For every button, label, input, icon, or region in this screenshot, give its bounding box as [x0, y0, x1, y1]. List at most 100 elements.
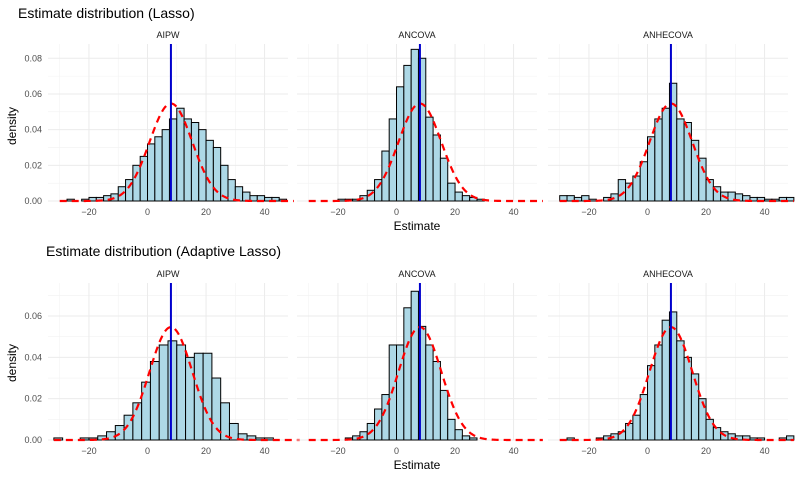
histogram-bar [410, 48, 419, 202]
x-tick-label: 0 [145, 446, 150, 456]
histogram-bar [469, 437, 478, 441]
x-tick-label: 0 [645, 446, 650, 456]
histogram-bar [432, 361, 441, 441]
histogram-bar [183, 118, 192, 202]
x-tick-label: 20 [450, 207, 460, 217]
histogram-bar [410, 290, 419, 441]
panel-adaptive-aipw: 0.00 0.02 0.04 0.06 −20 0 20 40 [24, 283, 300, 456]
panel-lasso-ancova: −20 0 20 40 [297, 44, 543, 217]
histogram-bar [228, 422, 239, 441]
histogram-bar [447, 418, 456, 441]
histogram-bar [639, 394, 649, 441]
x-tick-label: −20 [330, 446, 345, 456]
histogram-bar [439, 157, 449, 202]
histogram-bar [176, 344, 187, 441]
x-tick-label: 40 [509, 207, 519, 217]
x-axis-label-adaptive-lasso: Estimate [394, 458, 441, 472]
histogram-bar [149, 361, 160, 441]
chart-title-lasso: Estimate distribution (Lasso) [18, 5, 195, 21]
histogram-bar [454, 191, 463, 202]
x-tick-label: −20 [330, 207, 345, 217]
histogram-bar [461, 435, 471, 441]
panels-layer: 0.000.020.040.060.08−20 0 20 40 −20 0 20 40 −20 0… [24, 44, 795, 456]
histogram-bar [639, 161, 649, 202]
histogram-bar [712, 427, 722, 441]
histogram-bar [185, 356, 195, 441]
y-axis-label-lasso: density [5, 107, 19, 145]
histogram-bar [227, 179, 236, 202]
x-tick-label: 20 [201, 446, 211, 456]
histogram-bar [698, 398, 707, 441]
strip-label-adaptive-ancova: ANCOVA [398, 269, 435, 279]
x-tick-label: 20 [201, 207, 211, 217]
histogram-bar [205, 139, 214, 202]
histogram-bar [193, 352, 204, 441]
histogram-bar [647, 136, 656, 202]
histogram-bar [705, 418, 714, 441]
histogram-bar [198, 129, 207, 202]
histogram-bar [683, 356, 692, 441]
x-tick-label: 40 [260, 207, 270, 217]
x-axis-label-lasso: Estimate [394, 219, 441, 233]
normal-density-curve [308, 325, 543, 442]
histogram-bar [786, 196, 795, 202]
x-tick-label: −20 [81, 446, 96, 456]
histogram-bar [158, 344, 169, 441]
x-tick-label: 0 [394, 446, 399, 456]
normal-density-curve [53, 326, 300, 442]
histogram-bar [403, 64, 412, 202]
y-tick-label: 0.06 [24, 311, 42, 321]
x-tick-label: 40 [760, 207, 770, 217]
histogram-bar [698, 157, 707, 202]
normal-density-curve [59, 102, 294, 203]
histogram-bar [676, 118, 685, 202]
y-tick-label: 0.02 [24, 160, 42, 170]
histogram-bar [625, 422, 634, 441]
histogram-bar [202, 352, 213, 441]
normal-density-curve [308, 102, 543, 203]
x-tick-label: 40 [760, 446, 770, 456]
x-tick-label: 0 [394, 207, 399, 217]
histogram-bar [176, 107, 185, 202]
y-tick-label: 0.00 [24, 196, 42, 206]
chart-title-adaptive-lasso: Estimate distribution (Adaptive Lasso) [46, 243, 281, 259]
y-tick-label: 0.00 [24, 435, 42, 445]
x-tick-label: 40 [260, 446, 270, 456]
histogram-bar [167, 340, 178, 441]
histogram-bar [141, 381, 151, 441]
strip-label-adaptive-aipw: AIPW [156, 269, 180, 279]
x-tick-label: −20 [581, 207, 596, 217]
histogram-bar [359, 431, 368, 441]
histogram-bar [654, 118, 663, 202]
histogram-bar [147, 143, 156, 202]
strip-label-lasso-ancova: ANCOVA [398, 30, 435, 40]
strip-label-adaptive-anhecova: ANHECOVA [643, 269, 693, 279]
histogram-bar [403, 307, 412, 441]
y-axis-label-adaptive-lasso: density [5, 344, 19, 382]
x-tick-label: 20 [701, 446, 711, 456]
histogram-bar [439, 389, 449, 441]
histogram-bar [114, 425, 125, 441]
histogram-bar [234, 186, 244, 202]
histogram-bar [388, 118, 398, 202]
histogram-bar [432, 134, 441, 202]
y-tick-label: 0.06 [24, 89, 42, 99]
panel-lasso-anhecova: −20 0 20 40 [548, 44, 795, 217]
panel-lasso-aipw: 0.00 0.02 0.04 0.06 0.08 −20 0 20 40 [24, 44, 294, 217]
histogram-bar [425, 116, 434, 202]
histogram-bar [132, 164, 141, 202]
histogram-bar [190, 122, 200, 202]
histogram-bar [661, 319, 670, 441]
histogram-bar [220, 402, 230, 441]
y-tick-label: 0.04 [24, 352, 42, 362]
strip-label-lasso-anhecova: ANHECOVA [643, 30, 693, 40]
normal-density-curve [559, 102, 794, 203]
y-tick-label: 0.04 [24, 125, 42, 135]
histogram-bar [425, 344, 434, 441]
x-tick-label: 0 [645, 207, 650, 217]
panel-adaptive-ancova: −20 0 20 40 [297, 283, 543, 456]
histogram-bar [447, 182, 456, 202]
y-tick-label: 0.02 [24, 394, 42, 404]
x-tick-label: 20 [701, 207, 711, 217]
